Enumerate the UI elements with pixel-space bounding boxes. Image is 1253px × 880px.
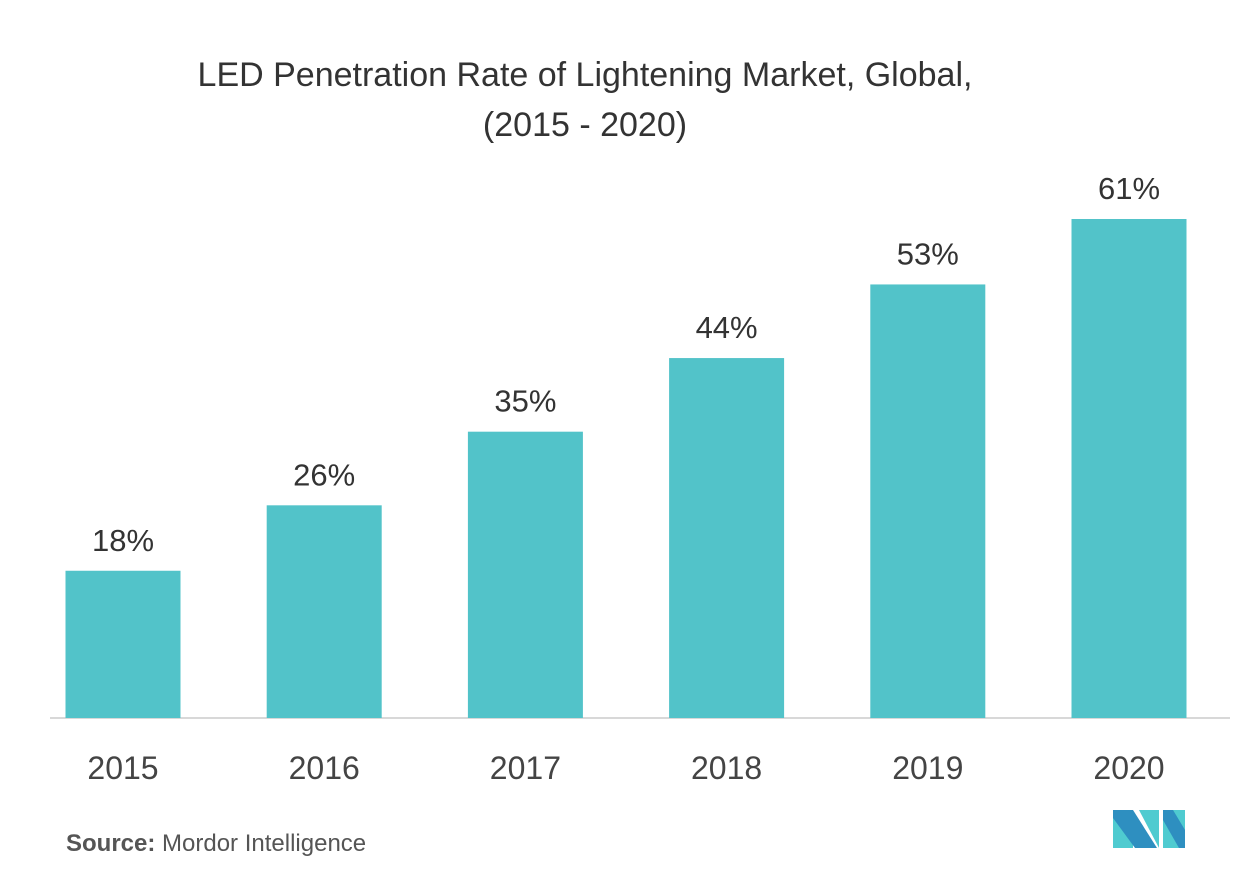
bar-2018 <box>669 358 785 718</box>
bar-2015 <box>65 570 181 718</box>
bar-2017 <box>467 431 583 718</box>
mordor-logo <box>1113 810 1185 848</box>
chart-title: LED Penetration Rate of Lightening Marke… <box>197 56 973 94</box>
x-tick-label: 2015 <box>87 750 158 786</box>
source-text: Mordor Intelligence <box>162 830 367 857</box>
data-label: 44% <box>696 310 758 345</box>
source-label: Source: <box>66 830 156 857</box>
data-label: 26% <box>293 457 355 492</box>
data-label: 35% <box>494 384 556 419</box>
x-tick-label: 2016 <box>289 750 360 786</box>
bar-2016 <box>266 505 382 718</box>
data-label: 61% <box>1098 171 1160 206</box>
x-tick-label: 2019 <box>892 750 963 786</box>
chart-subtitle: (2015 - 2020) <box>482 106 688 144</box>
source-note: Source: Mordor Intelligence <box>66 830 366 858</box>
bar-2019 <box>870 284 986 718</box>
bar-2020 <box>1071 219 1187 718</box>
x-tick-label: 2017 <box>490 750 561 786</box>
x-tick-label: 2020 <box>1093 750 1164 786</box>
x-tick-label: 2018 <box>691 750 762 786</box>
data-label: 18% <box>92 523 154 558</box>
data-label: 53% <box>897 236 959 271</box>
